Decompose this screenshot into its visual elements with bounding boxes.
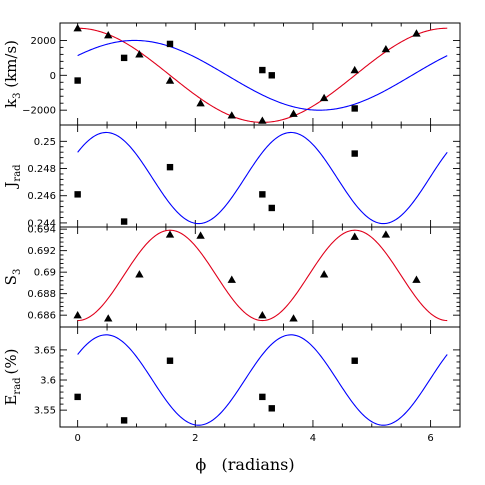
data-point-triangle: [196, 231, 205, 239]
panel-frame: [59, 326, 461, 428]
series-line-2: [77, 39, 448, 111]
panel-3: 0.686 0.688 0.69 0.692 0.694 S3: [2, 225, 461, 328]
series-line-1: [77, 131, 448, 225]
y-tick-label: 0.692: [27, 246, 56, 257]
y-tick-label: 3.65: [34, 345, 56, 356]
data-point-square: [259, 191, 266, 198]
data-point-square: [268, 405, 275, 412]
data-point-triangle: [165, 76, 175, 84]
y-axis-label: Jrad: [2, 164, 23, 190]
data-point-square: [120, 54, 128, 62]
y-tick-label: 0.244: [27, 218, 56, 229]
x-axis-label: ϕ (radians): [195, 455, 294, 474]
data-point-square: [120, 417, 128, 424]
y-axis-label: Erad (%): [2, 348, 23, 405]
data-point-square: [74, 77, 81, 84]
data-point-triangle: [258, 116, 267, 124]
data-point-triangle: [104, 31, 113, 39]
y-tick-label: 3.6: [40, 376, 56, 387]
data-point-triangle: [319, 270, 329, 278]
panel-4: 3.55 3.6 3.65 Erad (%): [2, 326, 461, 428]
data-point-square: [74, 393, 81, 401]
data-point-triangle: [196, 99, 205, 107]
data-point-square: [74, 191, 81, 198]
y-label-unit: (%): [2, 348, 20, 374]
data-point-square: [166, 40, 174, 48]
data-point-triangle: [381, 44, 391, 53]
data-point-square: [351, 357, 358, 364]
y-label-sub: rad: [12, 377, 23, 395]
y-label-base: E: [2, 395, 20, 406]
y-label-sub: 3: [12, 269, 23, 275]
data-point-triangle: [165, 230, 175, 238]
panel-2: 0.244 0.246 0.248 0.25 Jrad: [2, 124, 461, 229]
data-point-triangle: [73, 24, 82, 32]
y-tick-label: 0.25: [34, 137, 56, 148]
data-point-triangle: [319, 93, 329, 102]
x-tick-label: 2: [192, 433, 198, 444]
data-point-square: [268, 72, 275, 79]
data-point-square: [351, 150, 358, 157]
data-point-triangle: [381, 230, 391, 238]
y-label-sub: 3: [12, 93, 23, 99]
data-point-triangle: [227, 111, 236, 119]
data-point-square: [120, 218, 128, 225]
y-label-base: J: [2, 182, 20, 190]
y-tick-label: 0.69: [34, 268, 56, 279]
y-tick-label: 0.248: [27, 164, 56, 175]
data-point-triangle: [258, 310, 267, 319]
panel-1: −2000 0 2000 k3 (km/s): [2, 22, 461, 126]
y-axis-label: S3: [2, 269, 23, 286]
x-tick-label: 6: [427, 433, 433, 444]
data-point-triangle: [350, 65, 359, 74]
y-label-base: k: [2, 98, 20, 108]
panel-frame: [59, 22, 461, 126]
y-tick-label: 0: [50, 71, 56, 82]
data-point-square: [259, 393, 266, 401]
x-tick-label: 0: [74, 433, 80, 444]
data-point-square: [259, 66, 266, 74]
y-label-unit: (km/s): [2, 40, 20, 93]
data-point-square: [268, 204, 275, 212]
y-tick-label: 0.246: [27, 191, 56, 202]
series-line-1: [77, 229, 448, 322]
data-point-triangle: [227, 275, 236, 283]
data-point-triangle: [135, 270, 144, 278]
data-point-square: [166, 163, 174, 171]
y-tick-label: 2000: [31, 36, 56, 47]
x-tick-label: 4: [310, 433, 316, 444]
y-tick-label: −2000: [22, 106, 56, 117]
y-axis-label: k3 (km/s): [2, 40, 23, 108]
panel-frame: [59, 226, 461, 328]
y-label-base: S: [2, 275, 20, 285]
data-point-triangle: [104, 314, 113, 322]
series-line-1: [77, 334, 448, 426]
panel-frame: [59, 124, 461, 228]
data-point-square: [166, 357, 174, 364]
data-point-triangle: [412, 275, 421, 283]
y-label-sub: rad: [12, 164, 23, 182]
data-point-triangle: [289, 109, 298, 117]
data-point-triangle: [135, 50, 144, 58]
data-point-square: [351, 105, 358, 112]
y-tick-label: 0.694: [27, 225, 56, 236]
y-tick-label: 3.55: [34, 406, 56, 417]
data-point-triangle: [412, 29, 421, 37]
data-point-triangle: [73, 310, 82, 319]
data-point-triangle: [289, 314, 298, 322]
data-point-triangle: [350, 232, 359, 240]
y-tick-label: 0.688: [27, 289, 56, 300]
series-line-1: [77, 27, 448, 123]
y-tick-label: 0.686: [27, 311, 56, 322]
